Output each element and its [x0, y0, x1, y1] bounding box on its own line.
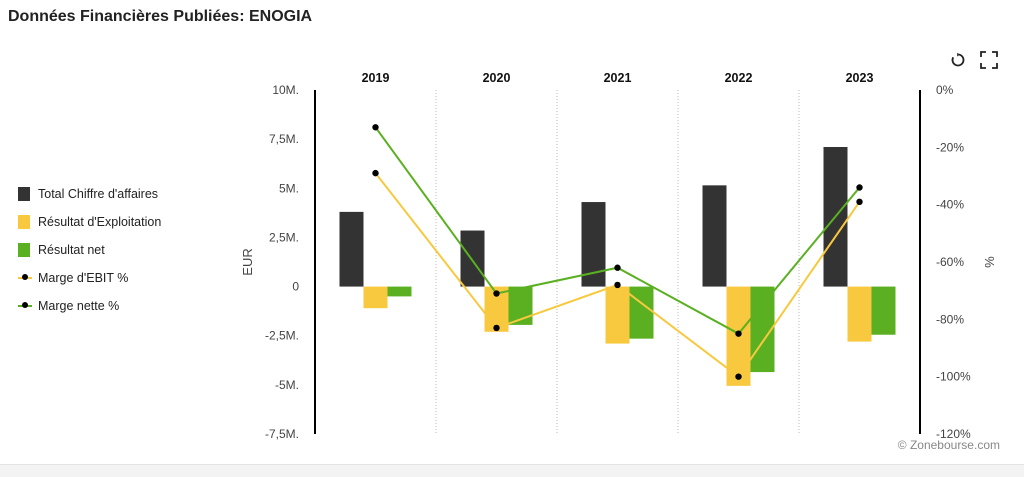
- line-ebit-margin-point: [735, 373, 742, 380]
- credit-text: © Zonebourse.com: [897, 438, 1000, 452]
- y2-tick-label: -80%: [936, 312, 964, 326]
- chart-legend: Total Chiffre d'affaires Résultat d'Expl…: [18, 180, 161, 320]
- fullscreen-icon: [980, 51, 998, 69]
- legend-swatch-net-income: [18, 243, 30, 257]
- y-tick-label: -7,5M.: [265, 427, 299, 441]
- line-ebit-margin-point: [614, 281, 621, 289]
- bar-net-income: [629, 286, 654, 339]
- y2-tick-label: -100%: [936, 370, 971, 384]
- bar-revenue: [702, 185, 727, 287]
- line-net-margin-point: [614, 264, 621, 271]
- reset-zoom-button[interactable]: [948, 50, 968, 70]
- bar-operating-income: [363, 286, 388, 309]
- legend-item-revenue[interactable]: Total Chiffre d'affaires: [18, 180, 161, 208]
- legend-label: Résultat d'Exploitation: [38, 215, 162, 229]
- legend-label: Total Chiffre d'affaires: [38, 187, 159, 201]
- legend-label: Résultat net: [38, 243, 105, 257]
- x-tick-label: 2020: [483, 71, 511, 85]
- y-tick-label: 10M.: [272, 83, 299, 97]
- legend-swatch-ebit-margin: [18, 271, 32, 285]
- y-tick-label: -2,5M.: [265, 329, 299, 343]
- line-ebit-margin-point: [856, 198, 863, 205]
- footer-bar: [0, 464, 1024, 477]
- legend-swatch-revenue: [18, 187, 30, 201]
- y-tick-label: 5M.: [279, 181, 299, 195]
- legend-swatch-operating-income: [18, 215, 30, 229]
- line-net-margin-point: [493, 290, 500, 297]
- legend-label: Marge nette %: [38, 299, 120, 313]
- y2-axis-label: %: [982, 256, 997, 268]
- y2-tick-label: -40%: [936, 198, 964, 212]
- x-tick-label: 2021: [604, 71, 632, 85]
- bar-operating-income: [847, 286, 872, 342]
- y-tick-label: -5M.: [275, 378, 299, 392]
- bar-operating-income: [605, 286, 630, 344]
- legend-label: Marge d'EBIT %: [38, 271, 129, 285]
- line-ebit-margin-point: [372, 169, 379, 177]
- y2-tick-label: 0%: [936, 83, 954, 97]
- y-tick-label: 7,5M.: [269, 132, 299, 146]
- y-tick-label: 0: [292, 280, 299, 294]
- legend-swatch-net-margin: [18, 299, 32, 313]
- y2-tick-label: -60%: [936, 255, 964, 269]
- fullscreen-button[interactable]: [979, 50, 999, 70]
- bar-revenue: [460, 230, 485, 287]
- bar-net-income: [387, 286, 412, 297]
- line-net-margin-point: [856, 184, 863, 191]
- bar-net-income: [871, 286, 896, 335]
- y2-tick-label: -120%: [936, 427, 971, 441]
- x-tick-label: 2022: [725, 71, 753, 85]
- line-net-margin-point: [735, 330, 742, 337]
- y-tick-label: 2,5M.: [269, 230, 299, 244]
- legend-item-ebit-margin[interactable]: Marge d'EBIT %: [18, 264, 161, 292]
- legend-item-operating-income[interactable]: Résultat d'Exploitation: [18, 208, 161, 236]
- x-tick-label: 2023: [846, 71, 874, 85]
- line-ebit-margin-point: [493, 324, 500, 332]
- y2-tick-label: -20%: [936, 140, 964, 154]
- y-axis-label: EUR: [240, 248, 255, 275]
- reset-icon: [951, 52, 965, 67]
- bar-revenue: [339, 211, 364, 287]
- x-tick-label: 2019: [362, 71, 390, 85]
- line-net-margin-point: [372, 124, 379, 131]
- legend-item-net-income[interactable]: Résultat net: [18, 236, 161, 264]
- page-title: Données Financières Publiées: ENOGIA: [8, 8, 313, 25]
- legend-item-net-margin[interactable]: Marge nette %: [18, 292, 161, 320]
